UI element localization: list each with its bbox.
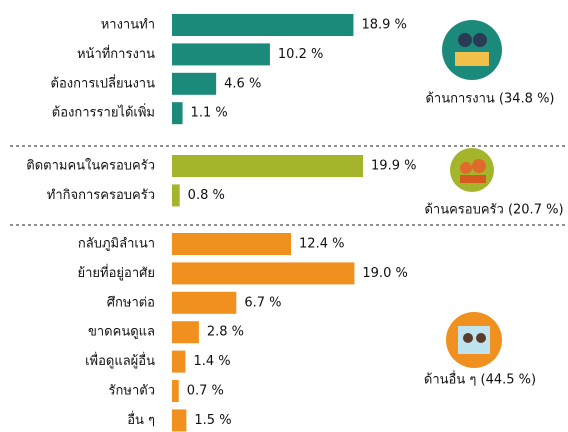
value-label: 10.2 % <box>278 47 323 62</box>
category-label: ติดตามคนในครอบครัว <box>26 158 155 174</box>
category-label: ต้องการรายได้เพิ่ม <box>52 104 155 121</box>
value-label: 12.4 % <box>299 237 344 252</box>
bar <box>172 291 237 314</box>
icon-work <box>442 20 502 80</box>
icon-family <box>450 148 494 192</box>
group-label: ด้านครอบครัว (20.7 %) <box>424 203 563 218</box>
value-label: 2.8 % <box>207 325 244 340</box>
category-label: กลับภูมิลำเนา <box>78 237 155 252</box>
bar <box>172 72 217 95</box>
category-label: ต้องการเปลี่ยนงาน <box>51 74 156 91</box>
value-label: 19.9 % <box>371 159 416 174</box>
bar <box>172 380 179 402</box>
value-label: 1.4 % <box>193 354 230 369</box>
category-label: ย้ายที่อยู่อาศัย <box>77 264 155 281</box>
bar <box>172 184 180 207</box>
category-label: รักษาตัว <box>109 384 155 399</box>
bar <box>172 233 292 255</box>
bar <box>172 321 199 344</box>
category-label: ขาดคนดูแล <box>88 325 155 340</box>
category-label: อื่น ๆ <box>127 411 155 428</box>
bar <box>172 43 270 66</box>
bar <box>172 155 364 177</box>
value-label: 6.7 % <box>244 295 281 310</box>
category-label: หน้าที่การงาน <box>77 45 155 62</box>
bar <box>172 14 354 36</box>
value-label: 0.7 % <box>187 384 224 399</box>
category-label: หางานทำ <box>101 18 155 33</box>
value-label: 19.0 % <box>362 266 407 281</box>
bar <box>172 102 183 125</box>
bar <box>172 262 355 285</box>
value-label: 1.1 % <box>191 106 228 121</box>
bar <box>172 409 187 432</box>
value-label: 18.9 % <box>361 18 406 33</box>
value-label: 4.6 % <box>224 76 261 91</box>
group-label: ด้านอื่น ๆ (44.5 %) <box>424 371 536 388</box>
group-label: ด้านการงาน (34.8 %) <box>425 92 554 107</box>
value-label: 1.5 % <box>194 413 231 428</box>
bar <box>172 350 186 373</box>
icon-other <box>446 312 502 368</box>
category-label: ทำกิจการครอบครัว <box>47 188 155 203</box>
category-label: เพื่อดูแลผู้อื่น <box>85 352 155 369</box>
value-label: 0.8 % <box>188 188 225 203</box>
category-label: ศึกษาต่อ <box>107 295 155 310</box>
